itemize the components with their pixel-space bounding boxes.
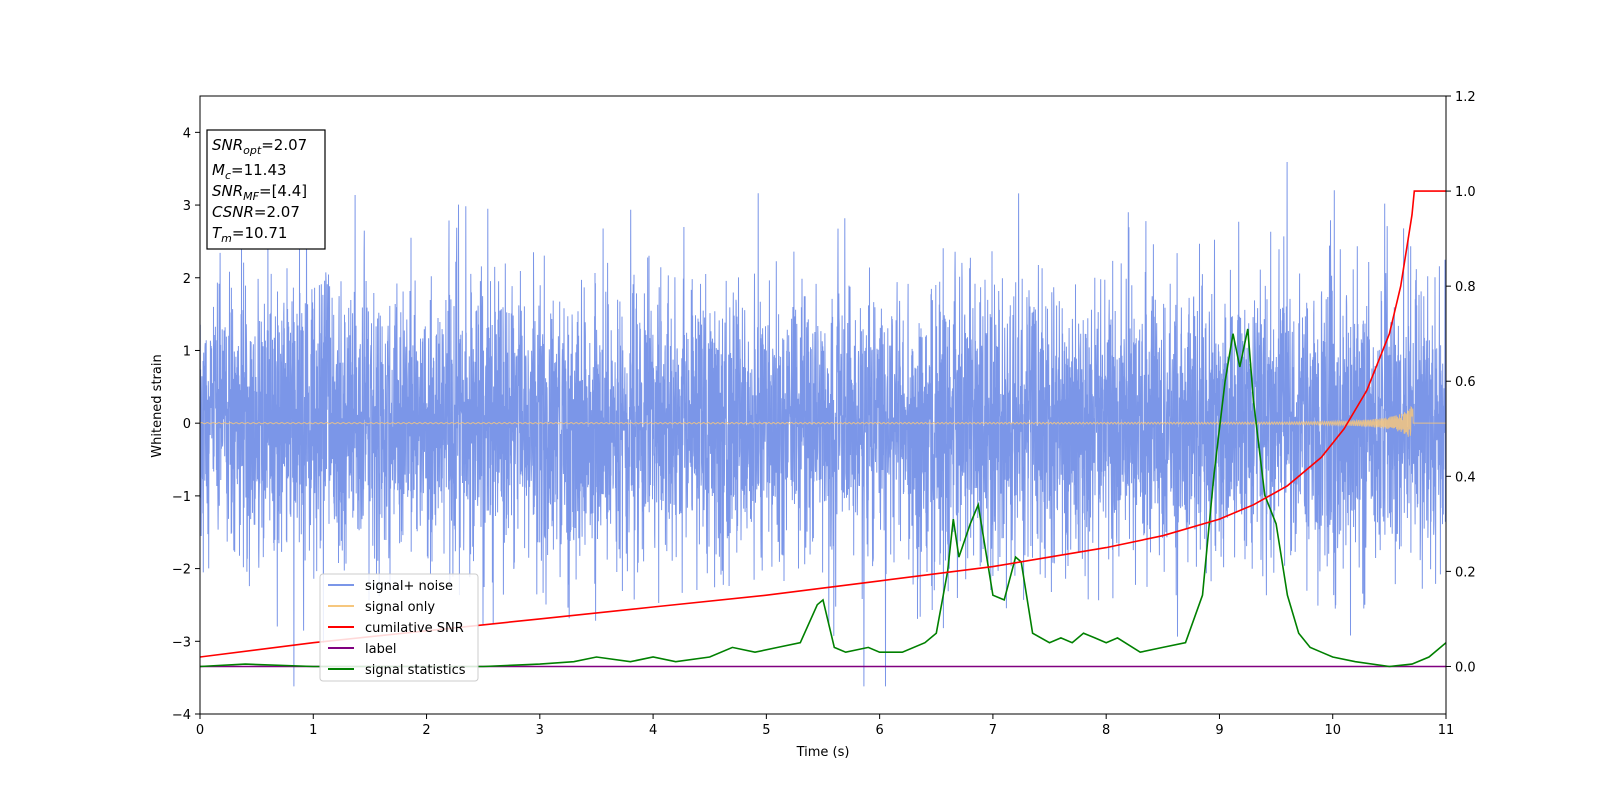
annotation-frame: [206, 129, 326, 250]
y-tick-label: 2: [183, 272, 191, 287]
x-tick-label: 5: [762, 723, 770, 738]
y-axis-title: Whitened strain: [150, 354, 165, 457]
annotation-line: Tm=10.71: [212, 224, 287, 245]
y-axis-right: 0.0 0.2 0.4 0.6 0.8 1.0 1.2: [1446, 90, 1476, 675]
y-tick-label: −2: [172, 563, 191, 578]
x-tick-label: 10: [1324, 723, 1341, 738]
y-right-tick-label: 1.0: [1455, 185, 1476, 200]
y-tick-label: 4: [183, 126, 191, 141]
series-signal-plus-noise: [200, 161, 1446, 687]
y-tick-label: 3: [183, 199, 191, 214]
annotation-line: SNRMF=[4.4]: [212, 182, 307, 203]
series-cumilative-snr-line: [200, 190, 1446, 658]
series-signal-only-line: [200, 405, 1446, 437]
series-signal-statistics-line: [200, 328, 1446, 668]
x-axis-title: Time (s): [796, 745, 850, 760]
x-tick-label: 1: [309, 723, 317, 738]
y-tick-label: −4: [172, 708, 191, 723]
x-tick-label: 7: [989, 723, 997, 738]
annotation-line: Mc=11.43: [212, 161, 287, 182]
x-tick-label: 4: [649, 723, 657, 738]
legend-label: cumilative SNR: [365, 621, 464, 636]
x-tick-label: 8: [1102, 723, 1110, 738]
plot-frame: [199, 95, 1447, 715]
y-right-tick-label: 0.0: [1455, 660, 1476, 675]
series-signal-only: [200, 405, 1446, 437]
y-right-tick-label: 0.2: [1455, 565, 1476, 580]
y-tick-label: 0: [183, 417, 191, 432]
x-axis: 0 1 2 3 4 5 6 7 8 9 10 11: [196, 714, 1454, 738]
legend-label: signal only: [365, 600, 435, 615]
annotation-line: CSNR=2.07: [212, 203, 300, 221]
x-tick-label: 9: [1215, 723, 1223, 738]
x-tick-label: 11: [1438, 723, 1455, 738]
y-right-tick-label: 0.4: [1455, 470, 1476, 485]
x-tick-label: 6: [875, 723, 883, 738]
y-right-tick-label: 0.6: [1455, 375, 1476, 390]
legend: signal+ noise signal only cumilative SNR la…: [319, 573, 479, 682]
x-tick-label: 0: [196, 723, 204, 738]
y-tick-label: −1: [172, 490, 191, 505]
y-tick-label: 1: [183, 344, 191, 359]
legend-label: signal+ noise: [365, 579, 453, 594]
legend-label: label: [365, 642, 396, 657]
y-axis-left: −4 −3 −2 −1 0 1 2 3 4: [172, 126, 200, 723]
y-right-tick-label: 0.8: [1455, 280, 1476, 295]
y-right-tick-label: 1.2: [1455, 90, 1476, 105]
legend-label: signal statistics: [365, 663, 466, 678]
y-tick-label: −3: [172, 635, 191, 650]
x-tick-label: 2: [422, 723, 430, 738]
x-tick-label: 3: [536, 723, 544, 738]
series-signal-plus-noise-line: [200, 161, 1446, 687]
legend-frame: [319, 573, 479, 682]
annotation-line: SNRopt=2.07: [212, 136, 307, 157]
